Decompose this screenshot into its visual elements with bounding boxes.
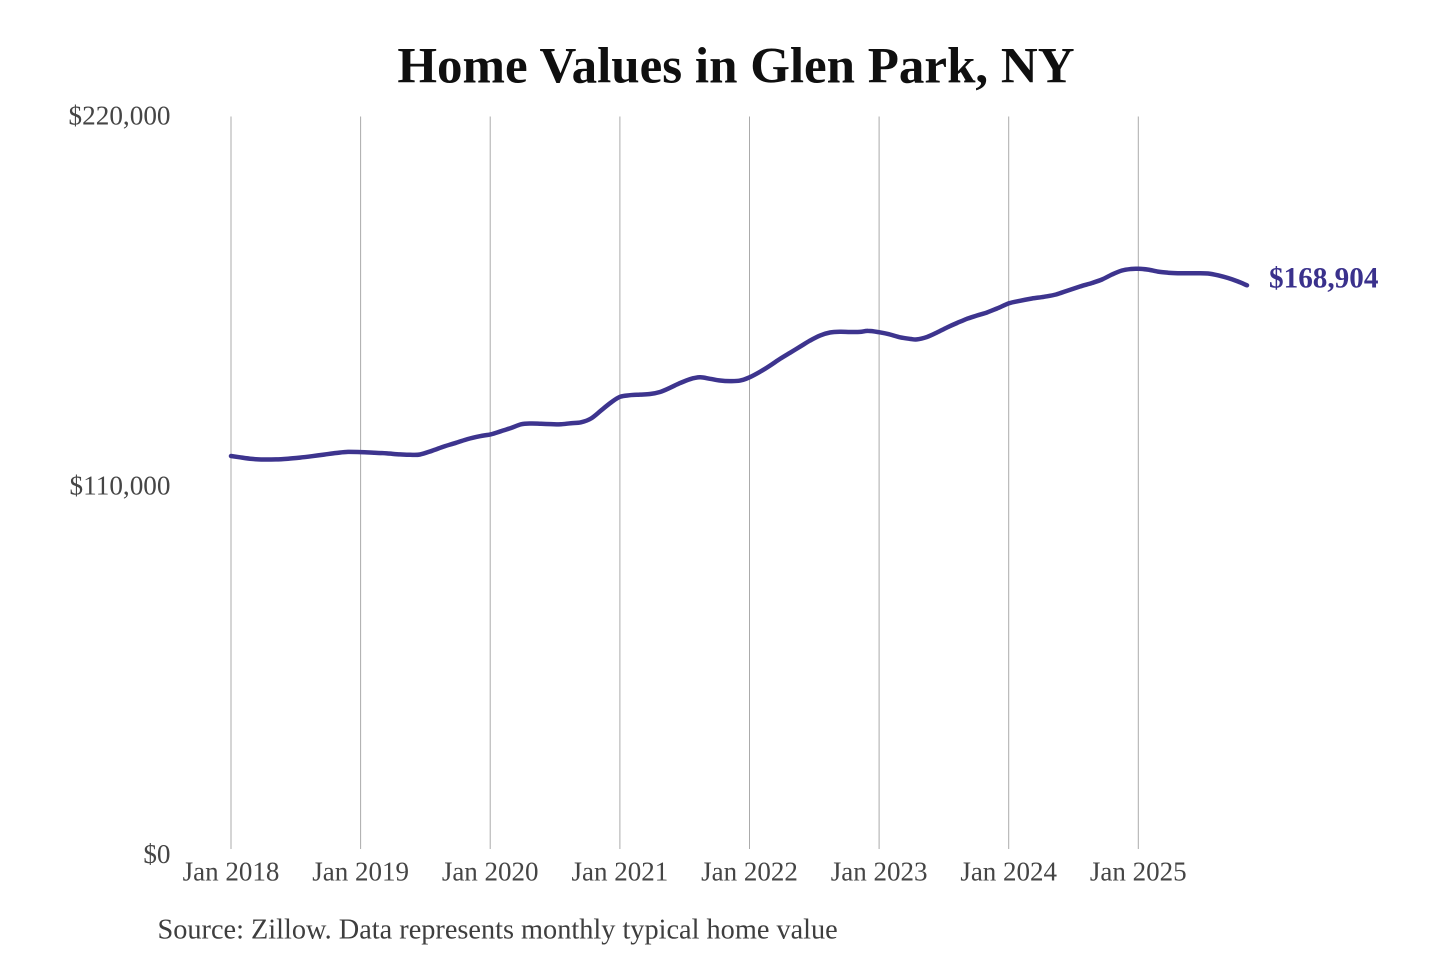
svg-text:$220,000: $220,000 — [69, 101, 171, 131]
svg-text:Jan 2018: Jan 2018 — [183, 856, 280, 886]
svg-text:Jan 2025: Jan 2025 — [1090, 856, 1187, 886]
svg-text:$110,000: $110,000 — [70, 471, 171, 501]
svg-text:Jan 2019: Jan 2019 — [312, 856, 409, 886]
svg-text:Jan 2022: Jan 2022 — [701, 856, 798, 886]
svg-text:Jan 2021: Jan 2021 — [572, 856, 669, 886]
svg-text:$0: $0 — [143, 839, 170, 869]
svg-text:Jan 2023: Jan 2023 — [831, 856, 928, 886]
svg-text:$168,904: $168,904 — [1269, 262, 1379, 294]
svg-text:Source: Zillow. Data represent: Source: Zillow. Data represents monthly … — [158, 915, 838, 946]
svg-text:Jan 2024: Jan 2024 — [960, 856, 1057, 886]
svg-text:Home Values in Glen Park, NY: Home Values in Glen Park, NY — [397, 39, 1074, 95]
svg-text:Jan 2020: Jan 2020 — [442, 856, 539, 886]
